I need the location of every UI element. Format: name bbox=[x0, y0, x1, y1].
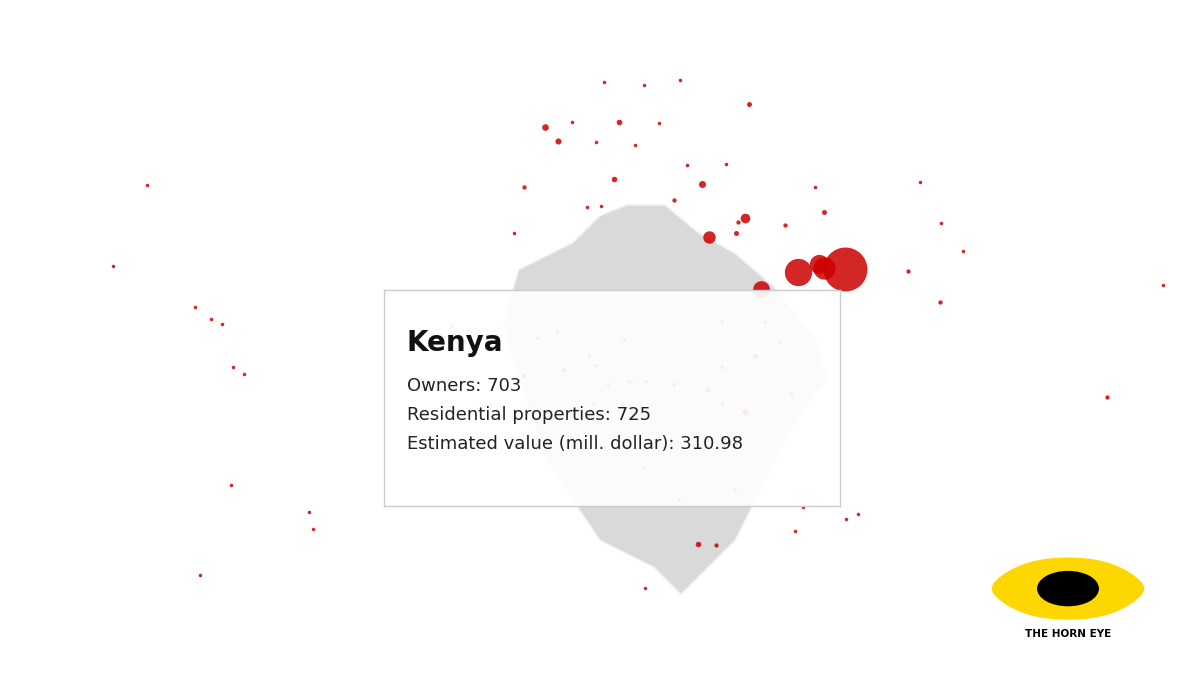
Point bbox=[186, 301, 205, 312]
Point bbox=[137, 180, 156, 190]
Point bbox=[809, 258, 828, 269]
Point bbox=[736, 213, 755, 223]
Point bbox=[814, 207, 833, 217]
Point bbox=[736, 406, 755, 417]
Point bbox=[548, 136, 568, 146]
Point bbox=[665, 379, 684, 389]
Point bbox=[806, 182, 826, 192]
Text: Kenya: Kenya bbox=[407, 329, 503, 357]
Point bbox=[665, 195, 684, 206]
Point bbox=[612, 398, 631, 409]
Point bbox=[689, 539, 708, 549]
Point bbox=[202, 313, 221, 324]
Point bbox=[586, 136, 605, 147]
Point bbox=[547, 327, 566, 338]
Point bbox=[462, 348, 481, 359]
Point bbox=[504, 228, 523, 239]
Point bbox=[1097, 392, 1116, 403]
Point bbox=[536, 122, 556, 132]
Point bbox=[712, 315, 731, 326]
Point bbox=[815, 263, 834, 274]
Point bbox=[716, 159, 736, 169]
Point bbox=[527, 333, 546, 344]
Point bbox=[911, 177, 930, 188]
Point bbox=[671, 74, 690, 85]
Point bbox=[212, 319, 232, 329]
Point bbox=[775, 220, 794, 231]
Point bbox=[698, 231, 718, 242]
Point bbox=[931, 217, 950, 228]
Point bbox=[614, 334, 634, 345]
Point bbox=[788, 266, 808, 277]
Point bbox=[554, 364, 574, 375]
Point bbox=[725, 432, 744, 443]
Point bbox=[304, 523, 323, 534]
Point bbox=[594, 76, 613, 87]
Point bbox=[707, 539, 726, 550]
Point bbox=[848, 509, 868, 520]
Point bbox=[580, 350, 599, 361]
Point bbox=[452, 335, 472, 346]
Point bbox=[677, 160, 696, 171]
Point bbox=[103, 261, 122, 271]
Point bbox=[586, 360, 605, 371]
Point bbox=[769, 337, 788, 348]
Point bbox=[515, 371, 534, 381]
Point bbox=[637, 376, 656, 387]
Point bbox=[604, 173, 623, 184]
Point bbox=[793, 502, 812, 512]
Point bbox=[745, 351, 764, 362]
Point bbox=[751, 284, 770, 294]
Point bbox=[443, 320, 462, 331]
Point bbox=[781, 389, 800, 400]
Point bbox=[299, 507, 318, 518]
Point bbox=[1153, 279, 1172, 290]
Point bbox=[739, 99, 758, 109]
Point bbox=[634, 80, 653, 90]
Point bbox=[455, 336, 474, 347]
Point bbox=[577, 201, 596, 212]
Point bbox=[650, 117, 670, 128]
Point bbox=[634, 463, 653, 474]
Point bbox=[728, 217, 748, 227]
Point bbox=[619, 376, 638, 387]
Text: Owners: 703
Residential properties: 725
Estimated value (mill. dollar): 310.98: Owners: 703 Residential properties: 725 … bbox=[407, 377, 743, 453]
Polygon shape bbox=[503, 205, 827, 594]
Point bbox=[1193, 231, 1200, 242]
Point bbox=[592, 201, 611, 212]
Point bbox=[930, 296, 949, 307]
Point bbox=[698, 385, 718, 396]
Point bbox=[563, 117, 582, 128]
Point bbox=[836, 514, 856, 524]
Point bbox=[713, 398, 732, 409]
Point bbox=[636, 583, 655, 593]
Text: THE HORN EYE: THE HORN EYE bbox=[1025, 629, 1111, 639]
Point bbox=[712, 362, 731, 373]
Point bbox=[692, 178, 712, 189]
Point bbox=[786, 526, 805, 537]
Point bbox=[835, 263, 854, 274]
Point bbox=[610, 116, 629, 127]
Polygon shape bbox=[992, 558, 1144, 619]
Point bbox=[191, 569, 210, 580]
Point bbox=[755, 317, 774, 328]
Point bbox=[670, 493, 689, 504]
Circle shape bbox=[1038, 572, 1098, 605]
Point bbox=[515, 182, 534, 192]
Point bbox=[898, 265, 918, 276]
Point bbox=[583, 398, 602, 408]
Point bbox=[726, 228, 745, 239]
Point bbox=[223, 362, 242, 373]
Point bbox=[725, 485, 744, 495]
Point bbox=[953, 245, 972, 256]
Point bbox=[221, 480, 240, 491]
Point bbox=[625, 139, 644, 150]
Point bbox=[234, 369, 253, 379]
Point bbox=[599, 379, 618, 390]
